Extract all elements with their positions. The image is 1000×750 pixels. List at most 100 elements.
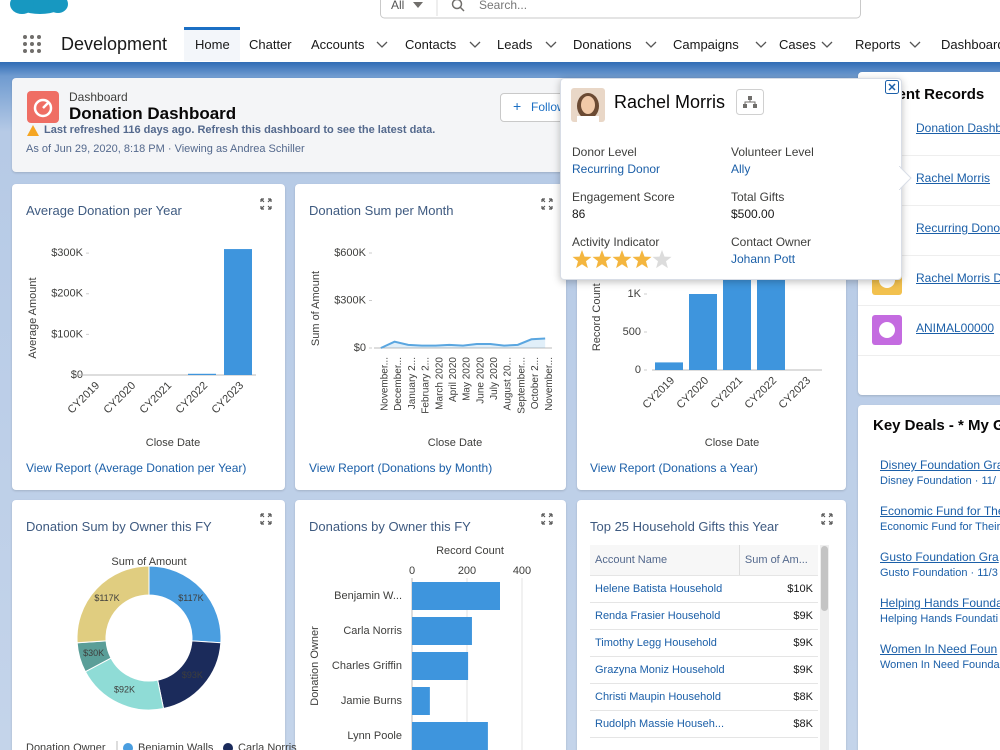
x-axis-label: Record Count — [436, 545, 504, 557]
x-tick-label: CY2021 — [709, 375, 746, 412]
card: Donation Sum by Owner this FY — [12, 500, 285, 750]
nav-tab[interactable]: Donations — [573, 37, 632, 52]
nav-tab[interactable]: Campaigns — [673, 37, 739, 52]
field-value: $500.00 — [731, 207, 775, 221]
card-title: Donation Sum by Owner this FY — [26, 519, 212, 534]
field-value[interactable]: Recurring Donor — [572, 162, 661, 176]
x-tick-label: January 2... — [407, 357, 418, 409]
scrollbar[interactable] — [820, 545, 829, 750]
y-axis-label: Record Count — [591, 283, 603, 351]
search-box[interactable] — [380, 0, 861, 19]
deal-link[interactable]: Gusto Foundation Gra — [880, 550, 999, 564]
report-link[interactable]: View Report (Average Donation per Year) — [26, 461, 247, 475]
account-link[interactable]: Rudolph Massie Househ... — [590, 710, 740, 738]
report-link[interactable]: View Report (Donations by Month) — [309, 461, 493, 475]
x-tick-label: CY2022 — [743, 375, 780, 412]
table-row: Helene Batista Household $10K — [590, 575, 818, 603]
x-tick-label: CY2020 — [102, 380, 139, 417]
column-header[interactable]: Sum of Am... — [738, 545, 818, 576]
chevron — [755, 41, 767, 48]
x-axis-label: Close Date — [146, 437, 200, 449]
y-tick-label: Jamie Burns — [341, 695, 403, 707]
deal-link[interactable]: Helping Hands Founda — [880, 596, 1000, 610]
bar — [412, 687, 430, 715]
expand-icon — [541, 513, 553, 525]
nav-tab[interactable]: Accounts — [311, 37, 365, 52]
x-tick-label: November... — [379, 357, 390, 411]
record-link[interactable]: Recurring Dono — [916, 221, 1000, 235]
record-link[interactable]: ANIMAL00000 — [916, 321, 995, 335]
y-tick-label: 500 — [623, 326, 641, 338]
y-tick-label: Lynn Poole — [347, 730, 402, 742]
table-row: Timothy Legg Household $9K — [590, 629, 818, 657]
nav-tab[interactable]: Home — [195, 37, 230, 52]
deal-sub[interactable]: Disney Foundation · 11/ — [880, 475, 996, 487]
deal-sub[interactable]: Gusto Foundation · 11/3 — [880, 567, 998, 579]
record-link[interactable]: Rachel Morris — [916, 171, 991, 185]
search-scope[interactable]: All — [391, 0, 405, 12]
contact-name[interactable]: Rachel Morris — [614, 92, 726, 112]
card: Donation Sum per Month View Report (Dona… — [295, 184, 566, 490]
refresh-warning: Last refreshed 116 days ago. Refresh thi… — [44, 124, 436, 136]
field-value[interactable]: Johann Pott — [731, 252, 796, 266]
x-tick-label: June 2020 — [475, 357, 486, 404]
nav-tab[interactable]: Dashboards — [941, 37, 1000, 52]
deal-sub[interactable]: Economic Fund for Their — [880, 521, 1000, 533]
account-link[interactable]: Timothy Legg Household — [590, 629, 740, 657]
record-link[interactable]: Donation Dashb — [916, 121, 1000, 135]
hierarchy-button[interactable] — [736, 89, 764, 115]
follow-label[interactable]: Follow — [531, 100, 566, 114]
x-tick-label: 200 — [458, 565, 476, 577]
nav-tab[interactable]: Cases — [779, 37, 816, 52]
x-tick-label: 0 — [409, 565, 415, 577]
expand-icon — [260, 198, 272, 210]
app-launcher[interactable] — [23, 35, 41, 53]
nav-tab[interactable]: Leads — [497, 37, 533, 52]
account-link[interactable]: Grazyna Moniz Household — [590, 656, 740, 684]
record-link[interactable]: Rachel Morris D — [916, 271, 1000, 285]
field-value[interactable]: Ally — [731, 162, 751, 176]
close-button[interactable] — [884, 79, 900, 95]
report-link[interactable]: View Report (Donations a Year) — [590, 461, 758, 475]
x-tick-label: CY2023 — [777, 375, 814, 412]
legend-swatch — [123, 743, 133, 750]
card-title: Top 25 Household Gifts this Year — [590, 519, 779, 534]
y-axis-label: Average Amount — [27, 277, 39, 358]
table-row: Grazyna Moniz Household $9K — [590, 656, 818, 684]
deal-link[interactable]: Economic Fund for The — [880, 504, 1000, 518]
record-icon — [872, 315, 902, 345]
search-placeholder[interactable]: Search... — [479, 0, 528, 12]
x-tick-label: March 2020 — [434, 357, 445, 410]
y-tick-label: Benjamin W... — [334, 590, 402, 602]
account-link[interactable]: Helene Batista Household — [590, 575, 740, 603]
x-tick-label: CY2022 — [174, 380, 211, 417]
y-tick-label: 1K — [628, 288, 642, 300]
field-label: Engagement Score — [572, 190, 675, 204]
field-value: 86 — [572, 207, 586, 221]
nav-tab[interactable]: Reports — [855, 37, 901, 52]
bar — [757, 263, 785, 370]
legend-title: Donation Owner — [26, 742, 106, 750]
data-label: $117K — [94, 593, 119, 603]
x-tick-label: November... — [544, 357, 555, 411]
field-label: Donor Level — [572, 145, 637, 159]
field-label: Activity Indicator — [572, 235, 660, 249]
deal-sub[interactable]: Helping Hands Foundati — [880, 613, 999, 625]
deal-sub[interactable]: Women In Need Founda — [880, 659, 1000, 671]
deal-link[interactable]: Women In Need Foun — [880, 642, 998, 656]
nav-tab[interactable]: Chatter — [249, 37, 292, 52]
x-tick-label: 400 — [513, 565, 531, 577]
legend-label: Benjamin Walls — [138, 742, 214, 750]
rating — [572, 250, 672, 269]
amount: $9K — [739, 602, 818, 630]
logo — [10, 0, 68, 14]
deal-link[interactable]: Disney Foundation Gra — [880, 458, 1000, 472]
nav-tab[interactable]: Contacts — [405, 37, 457, 52]
account-link[interactable]: Renda Frasier Household — [590, 602, 740, 630]
amount: $8K — [739, 683, 818, 711]
as-of: As of Jun 29, 2020, 8:18 PM · Viewing as… — [26, 143, 305, 155]
column-header[interactable]: Account Name — [590, 545, 740, 576]
account-link[interactable]: Christi Maupin Household — [590, 683, 740, 711]
y-tick-label: Charles Griffin — [332, 660, 402, 672]
